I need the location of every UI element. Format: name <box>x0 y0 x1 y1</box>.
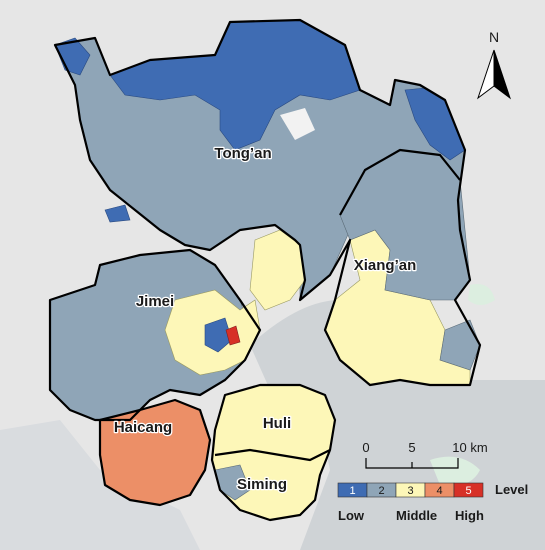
legend-middle: Middle <box>396 508 437 523</box>
scale-tick-label: 5 <box>408 440 415 455</box>
district-label-siming: Siming <box>237 476 287 493</box>
sea-area-west <box>0 420 200 550</box>
legend: 1 2 3 4 5 Level Low Middle High <box>337 482 528 523</box>
legend-level-label: 5 <box>465 485 471 497</box>
legend-low: Low <box>338 508 365 523</box>
green-patch <box>468 284 495 305</box>
north-label: N <box>489 29 499 45</box>
region-level1-west-small <box>104 204 131 223</box>
legend-level-label: 4 <box>436 485 442 497</box>
district-label-jimei: Jimei <box>136 293 174 310</box>
north-arrow-icon: N <box>477 29 511 100</box>
district-label-huli: Huli <box>263 415 291 432</box>
scale-bar: 0 5 10 km <box>362 440 488 469</box>
district-label-xiangan: Xiang’an <box>354 257 417 274</box>
green-patch <box>430 456 480 486</box>
legend-title: Level <box>495 482 528 497</box>
gap-area <box>280 108 315 140</box>
legend-level-label: 1 <box>349 485 355 497</box>
district-boundaries <box>48 18 482 522</box>
region-level5-jimei <box>225 325 241 346</box>
legend-swatch-level-5 <box>453 482 484 498</box>
district-label-tongan: Tong’an <box>214 145 271 162</box>
legend-high: High <box>455 508 484 523</box>
region-level1-jimei <box>204 317 233 353</box>
scale-tick-label: 10 km <box>452 440 487 455</box>
region-level1-northwest <box>54 37 91 76</box>
district-label-haicang: Haicang <box>114 419 172 436</box>
legend-swatches: 1 2 3 4 5 <box>337 482 484 498</box>
legend-level-label: 3 <box>407 485 413 497</box>
legend-level-label: 2 <box>378 485 384 497</box>
scale-tick-label: 0 <box>362 440 369 455</box>
